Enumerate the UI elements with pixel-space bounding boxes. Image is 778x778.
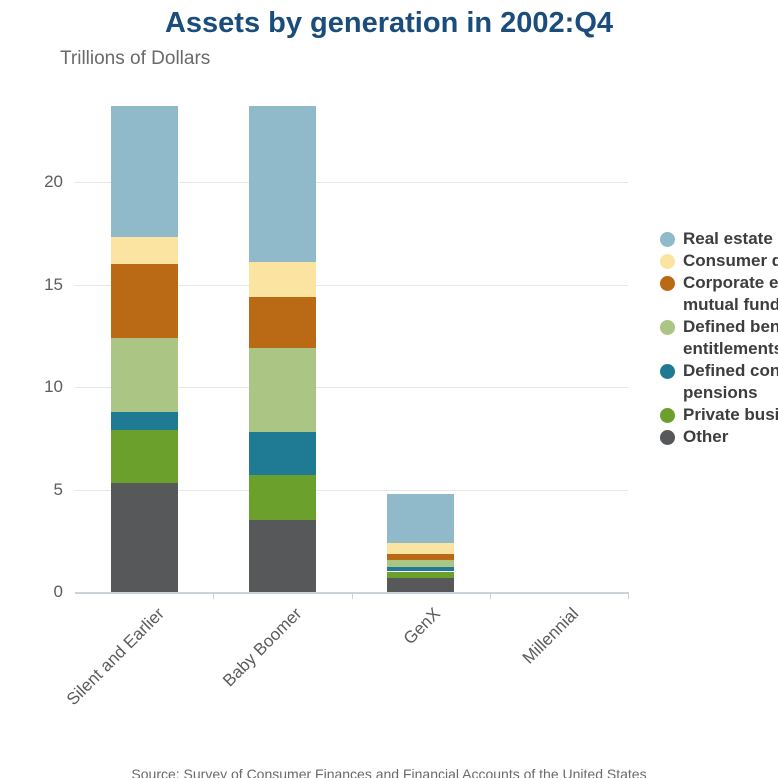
y-tick-label: 5 <box>53 479 63 499</box>
x-axis-tick <box>489 592 491 599</box>
legend-item[interactable]: Defined benefitentitlements <box>660 316 778 360</box>
y-axis-title: Trillions of Dollars <box>60 48 211 69</box>
bar-segment[interactable] <box>248 296 316 349</box>
x-category-label: Millennial <box>518 604 583 668</box>
legend-item[interactable]: Private businesses <box>660 404 778 426</box>
x-axis-tick <box>628 592 629 599</box>
legend-label: Defined contributionpensions <box>683 361 778 402</box>
legend-label: Private businesses <box>683 405 778 424</box>
bar-segment[interactable] <box>248 475 316 521</box>
y-tick-label: 0 <box>53 582 63 601</box>
bar-segment[interactable] <box>248 261 316 297</box>
x-axis-tick <box>351 592 353 599</box>
legend-label: Defined benefitentitlements <box>683 317 778 358</box>
legend-swatch-icon <box>660 430 675 445</box>
legend-swatch-icon <box>660 276 675 291</box>
bar-segment[interactable] <box>110 106 178 238</box>
bar-segment[interactable] <box>110 483 178 592</box>
bar-segment[interactable] <box>387 554 455 561</box>
gridline <box>75 182 628 183</box>
legend-swatch-icon <box>660 364 675 379</box>
bar-segment[interactable] <box>248 348 316 433</box>
bar-segment[interactable] <box>110 430 178 484</box>
bar-segment[interactable] <box>387 571 455 578</box>
y-tick-label: 15 <box>44 274 63 294</box>
bar-segment[interactable] <box>387 542 455 555</box>
bar-segment[interactable] <box>110 264 178 338</box>
bar-segment[interactable] <box>387 567 455 572</box>
source-caption: Source: Survey of Consumer Finances and … <box>131 766 647 778</box>
legend-label: Corporate equities andmutual funds <box>683 273 778 314</box>
x-axis-tick <box>213 592 215 599</box>
legend-label: Other <box>683 427 729 446</box>
legend-item[interactable]: Real estate <box>660 228 778 250</box>
bar-segment[interactable] <box>110 237 178 264</box>
legend-label: Real estate <box>683 229 773 248</box>
legend-swatch-icon <box>660 320 675 335</box>
bar-segment[interactable] <box>387 560 455 568</box>
bar-segment[interactable] <box>248 520 316 592</box>
legend-item[interactable]: Consumer durables <box>660 250 778 272</box>
bar-segment[interactable] <box>387 493 455 543</box>
gridline <box>75 284 628 286</box>
legend-swatch-icon <box>660 254 675 269</box>
y-tick-label: 20 <box>44 172 63 191</box>
bar-segment[interactable] <box>248 432 316 476</box>
bar-segment[interactable] <box>110 411 178 431</box>
x-category-label: Silent and Earlier <box>62 604 168 709</box>
gridline <box>75 489 628 491</box>
x-category-label: Baby Boomer <box>219 604 306 691</box>
legend-item[interactable]: Other <box>660 426 778 448</box>
x-category-label: GenX <box>399 604 445 649</box>
legend: Real estate Consumer durables Corporate eq… <box>660 228 778 448</box>
legend-item[interactable]: Corporate equities andmutual funds <box>660 272 778 316</box>
bar-segment[interactable] <box>248 106 316 262</box>
y-tick-label: 10 <box>44 377 63 396</box>
bar-segment[interactable] <box>110 337 178 412</box>
legend-item[interactable]: Defined contributionpensions <box>660 360 778 404</box>
legend-label: Consumer durables <box>683 251 778 270</box>
bar-segment[interactable] <box>387 577 455 592</box>
gridline <box>75 387 628 388</box>
chart-title: Assets by generation in 2002:Q4 <box>164 7 614 39</box>
legend-swatch-icon <box>660 408 675 423</box>
legend-swatch-icon <box>660 232 675 247</box>
